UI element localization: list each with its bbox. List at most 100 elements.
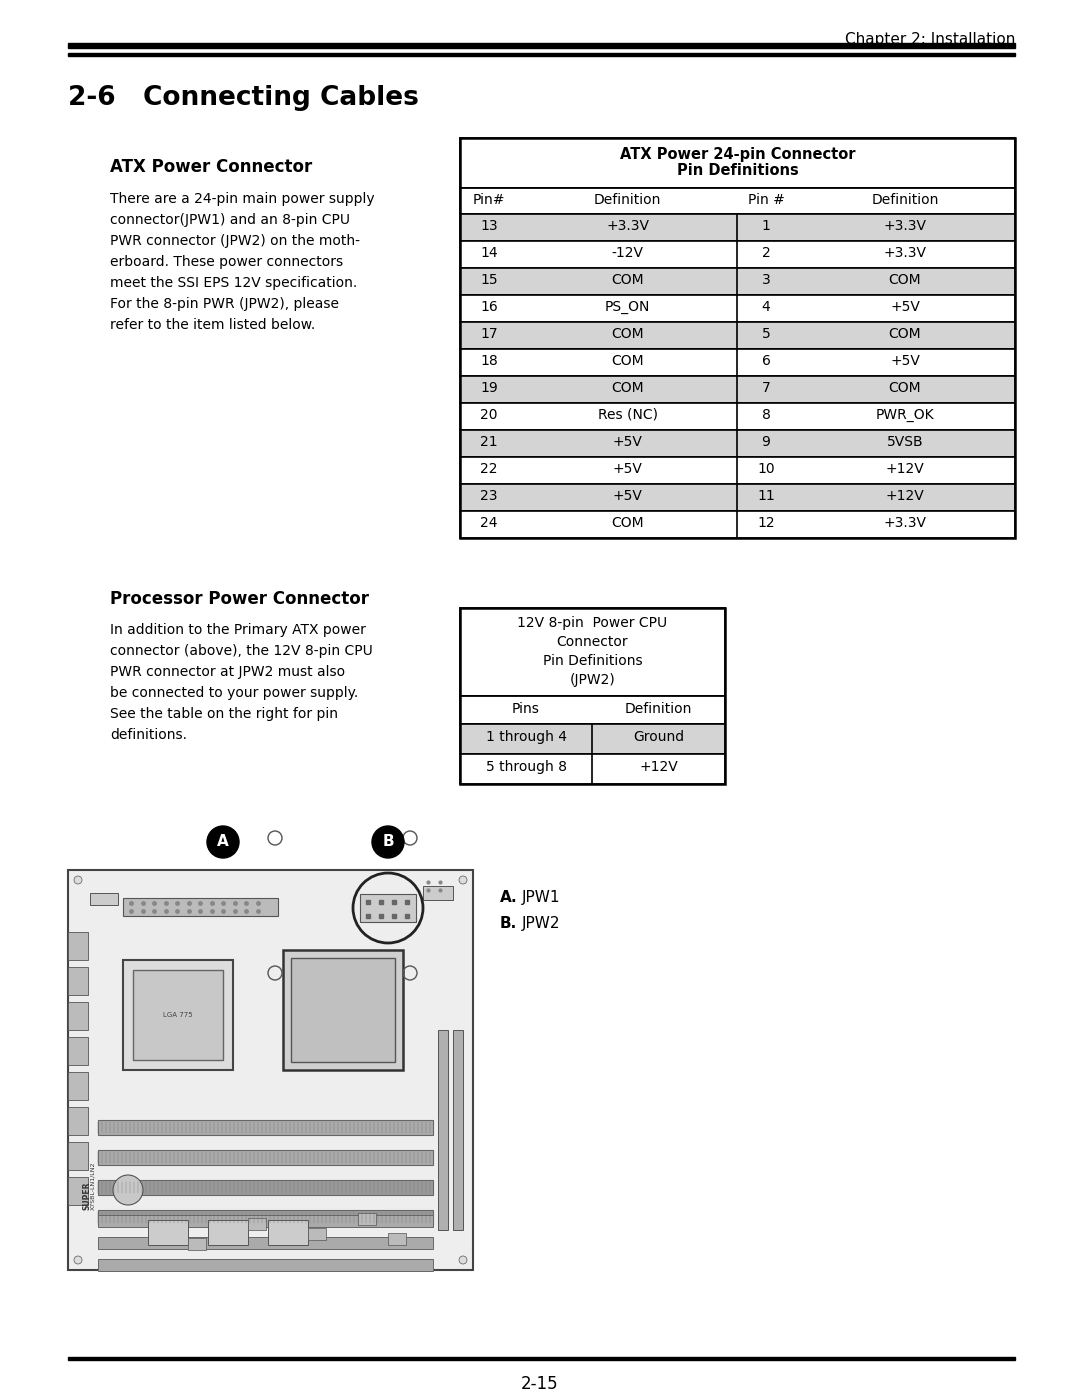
Text: 2-6   Connecting Cables: 2-6 Connecting Cables (68, 85, 419, 110)
Text: 5 through 8: 5 through 8 (486, 760, 567, 774)
Text: 11: 11 (757, 489, 774, 503)
Bar (460, 214, 1015, 242)
Bar (68, 1071, 87, 1099)
Text: 21: 21 (481, 434, 498, 448)
Circle shape (75, 1256, 82, 1264)
Bar (98, 1150, 433, 1165)
Text: +5V: +5V (890, 300, 920, 314)
Bar (460, 321, 1015, 349)
Text: 5VSB: 5VSB (887, 434, 923, 448)
Text: refer to the item listed below.: refer to the item listed below. (110, 319, 315, 332)
Text: COM: COM (889, 272, 921, 286)
Text: 10: 10 (757, 462, 774, 476)
Text: 16: 16 (481, 300, 498, 314)
Text: +5V: +5V (612, 434, 643, 448)
Text: connector(JPW1) and an 8-pin CPU: connector(JPW1) and an 8-pin CPU (110, 212, 350, 226)
Bar (460, 430, 1015, 457)
Bar (68, 967, 87, 995)
Text: 12: 12 (757, 515, 774, 529)
Text: PWR connector at JPW2 must also: PWR connector at JPW2 must also (110, 665, 346, 679)
Text: COM: COM (889, 327, 921, 341)
Text: 17: 17 (481, 327, 498, 341)
Bar (460, 138, 1015, 538)
Text: Pins: Pins (512, 703, 540, 717)
Bar (68, 870, 473, 1270)
Bar (98, 1215, 433, 1227)
Bar (357, 1213, 376, 1225)
Text: +5V: +5V (612, 489, 643, 503)
Bar (460, 754, 725, 784)
Circle shape (372, 826, 404, 858)
Circle shape (459, 1256, 467, 1264)
Text: There are a 24-pin main power supply: There are a 24-pin main power supply (110, 191, 375, 205)
Bar (460, 483, 1015, 511)
Bar (68, 932, 87, 960)
Text: 2: 2 (761, 246, 770, 260)
Text: COM: COM (611, 272, 644, 286)
Text: 18: 18 (481, 353, 498, 367)
Bar (460, 511, 1015, 538)
Text: Processor Power Connector: Processor Power Connector (110, 590, 369, 608)
Text: 5: 5 (761, 327, 770, 341)
Text: Definition: Definition (594, 193, 661, 207)
Text: ATX Power 24-pin Connector: ATX Power 24-pin Connector (620, 147, 855, 162)
Text: 1: 1 (761, 219, 770, 233)
Text: See the table on the right for pin: See the table on the right for pin (110, 707, 338, 721)
Bar (123, 960, 233, 1070)
Bar (68, 43, 1015, 47)
Bar (460, 268, 1015, 295)
Bar (460, 295, 1015, 321)
Bar (208, 1220, 248, 1245)
Bar (460, 483, 1015, 511)
Bar (460, 754, 725, 784)
Bar (68, 1037, 87, 1065)
Text: Pin#: Pin# (473, 193, 505, 207)
Text: Connector: Connector (556, 636, 629, 650)
Circle shape (113, 1175, 143, 1206)
Text: 8: 8 (761, 408, 770, 422)
Text: 6: 6 (761, 353, 770, 367)
Text: PS_ON: PS_ON (605, 300, 650, 314)
Text: LGA 775: LGA 775 (163, 1011, 193, 1018)
Text: JPW1: JPW1 (522, 890, 561, 905)
Text: -12V: -12V (611, 246, 644, 260)
Text: 9: 9 (761, 434, 770, 448)
Text: COM: COM (611, 381, 644, 395)
Text: Pin #: Pin # (747, 193, 784, 207)
Text: COM: COM (889, 381, 921, 395)
Bar (460, 214, 1015, 242)
Circle shape (207, 826, 239, 858)
Text: +12V: +12V (886, 462, 924, 476)
Bar (460, 138, 1015, 189)
Text: be connected to your power supply.: be connected to your power supply. (110, 686, 359, 700)
Text: B: B (382, 834, 394, 849)
Text: Definition: Definition (872, 193, 939, 207)
Bar (68, 1356, 1015, 1361)
Bar (423, 886, 453, 900)
Bar (460, 608, 725, 696)
Bar (453, 1030, 463, 1229)
Bar (248, 1218, 266, 1229)
Bar (460, 349, 1015, 376)
Bar (460, 268, 1015, 295)
Text: Definition: Definition (625, 703, 692, 717)
Bar (308, 1228, 326, 1241)
Bar (460, 242, 1015, 268)
Bar (460, 321, 1015, 349)
Text: Pin Definitions: Pin Definitions (542, 654, 643, 668)
Text: COM: COM (611, 353, 644, 367)
Bar (460, 457, 1015, 483)
Text: +3.3V: +3.3V (883, 219, 927, 233)
Text: A: A (217, 834, 229, 849)
Bar (98, 1210, 433, 1225)
Bar (460, 430, 1015, 457)
Text: +5V: +5V (890, 353, 920, 367)
Bar (68, 1106, 87, 1134)
Bar (68, 1002, 87, 1030)
Text: 4: 4 (761, 300, 770, 314)
Text: erboard. These power connectors: erboard. These power connectors (110, 256, 343, 270)
Text: 23: 23 (481, 489, 498, 503)
Text: JPW2: JPW2 (522, 916, 561, 930)
Bar (291, 958, 395, 1062)
Text: +3.3V: +3.3V (606, 219, 649, 233)
